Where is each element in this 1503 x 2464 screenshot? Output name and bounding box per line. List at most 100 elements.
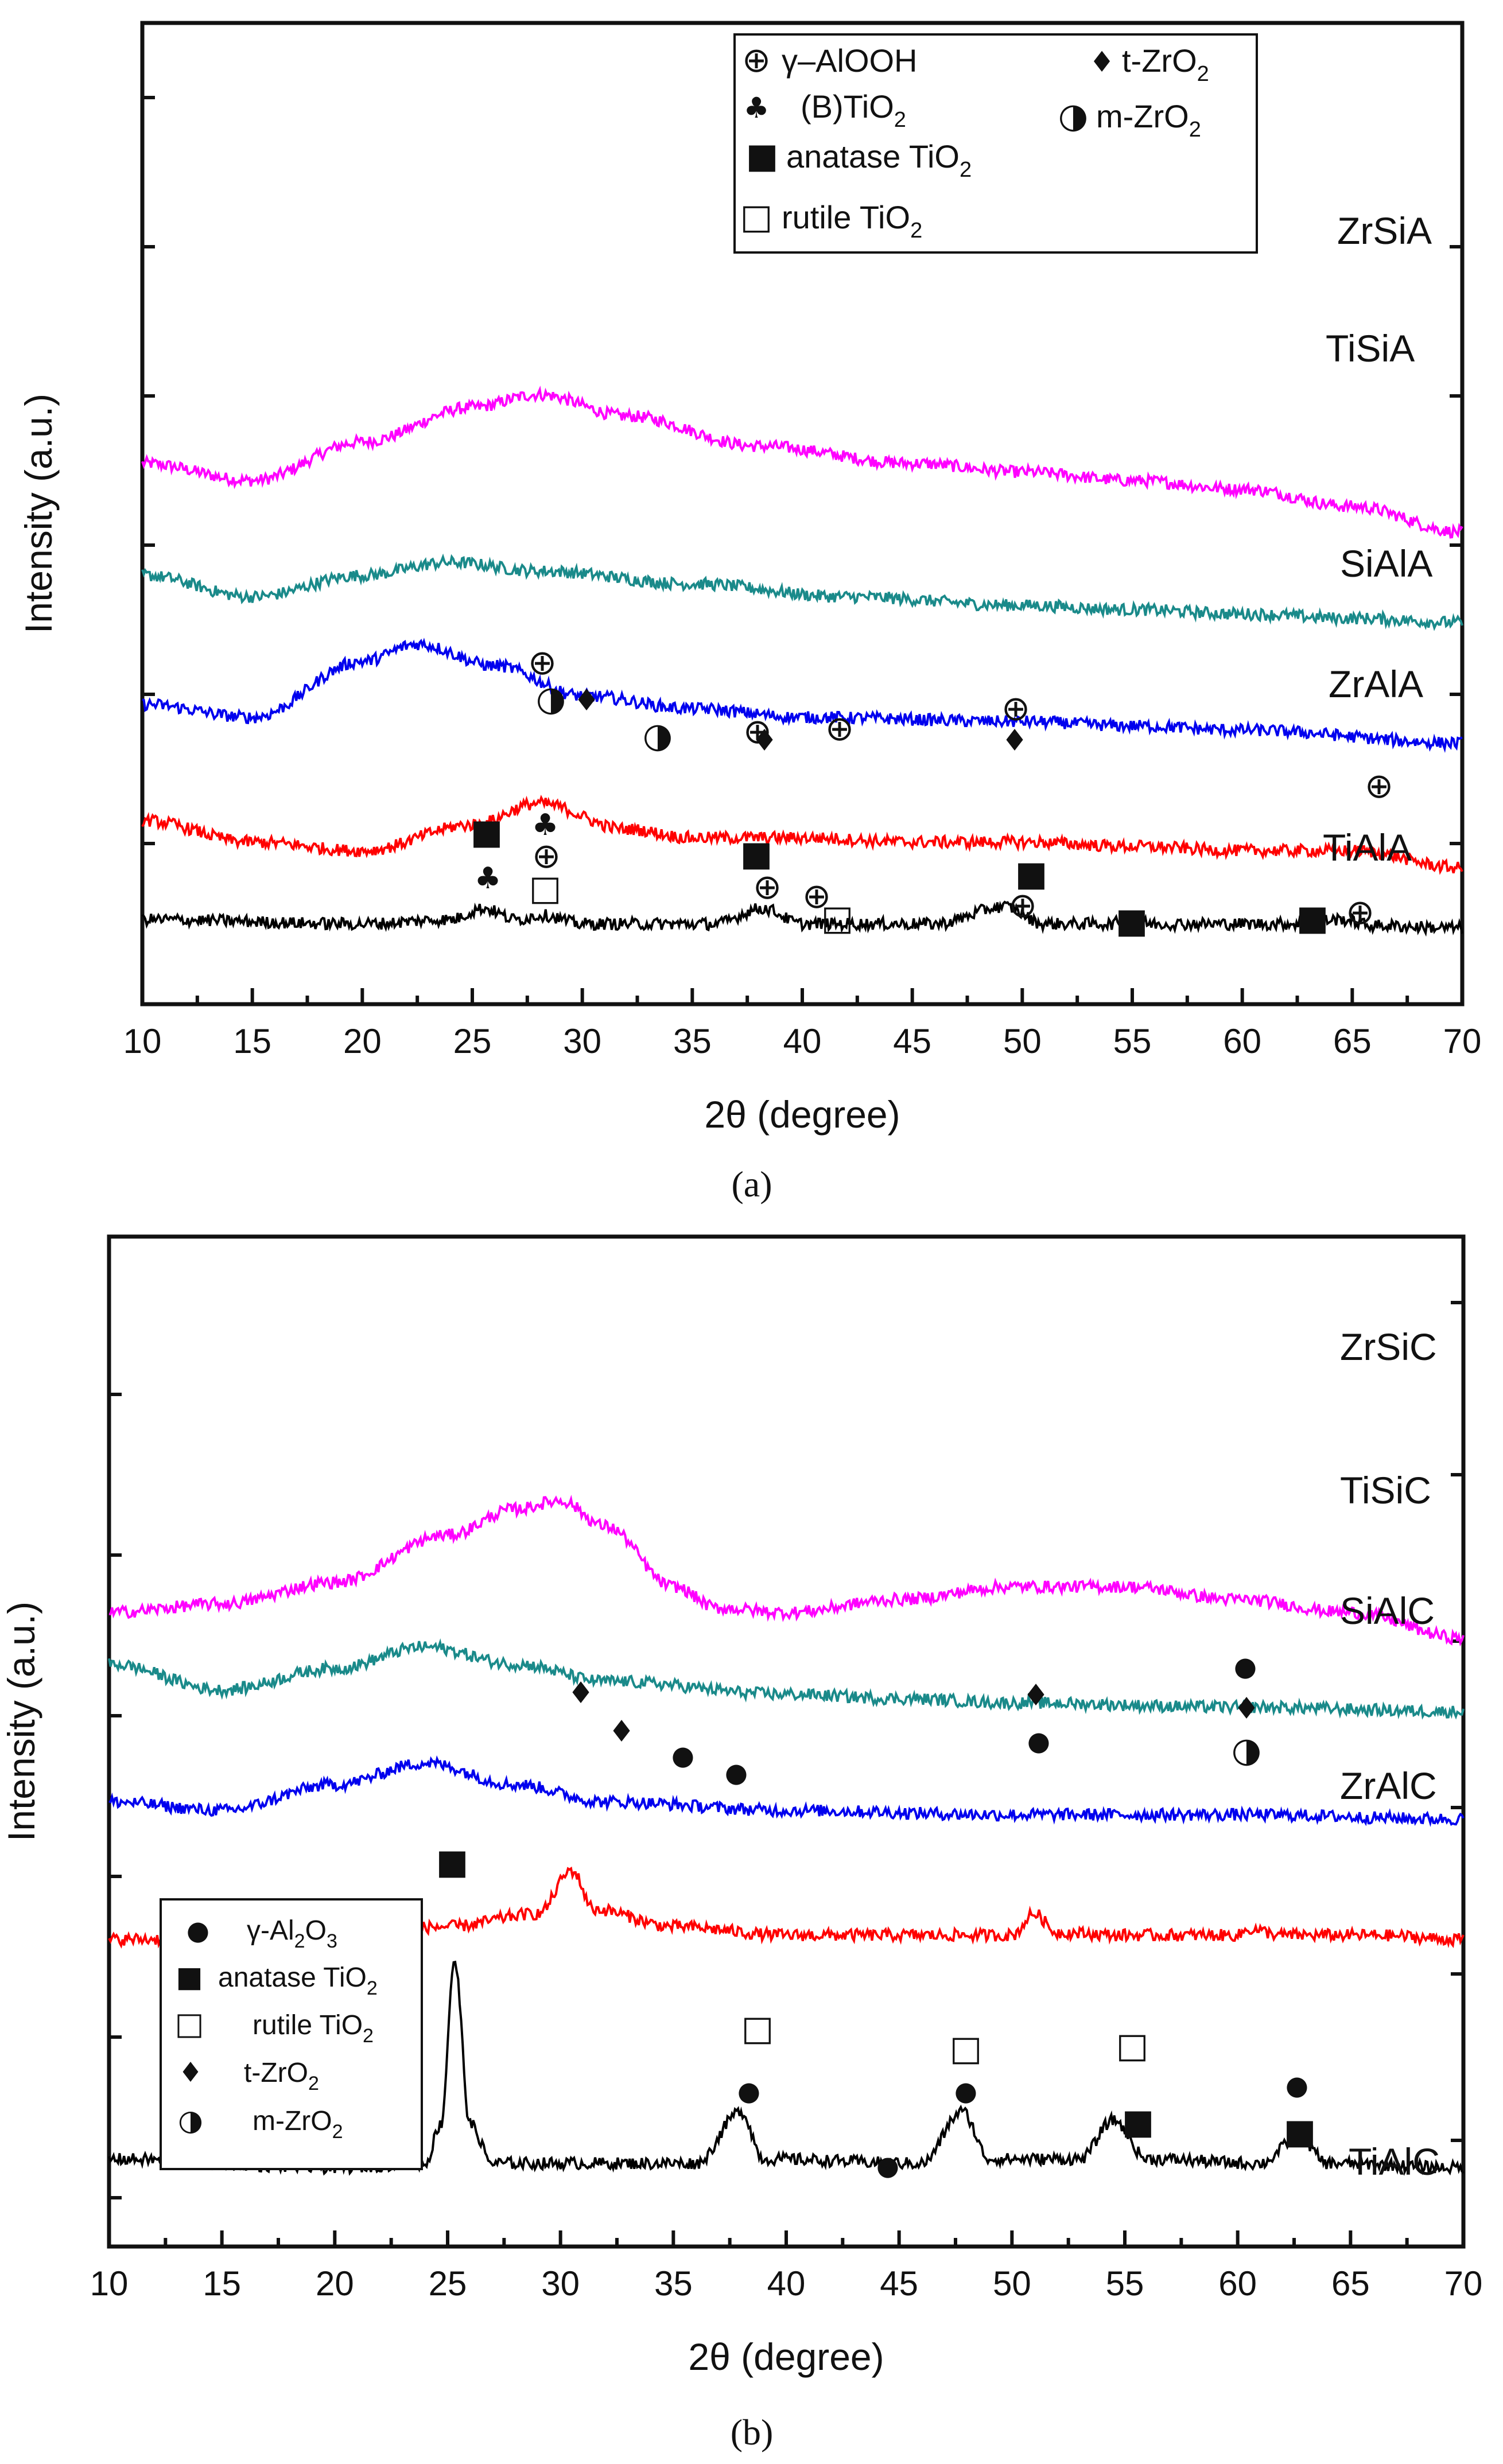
x-tick-label: 35 xyxy=(673,1022,712,1060)
marker-anatase: ■ xyxy=(1296,898,1329,938)
legend-symbol-t-zro2: ♦ xyxy=(1089,45,1115,79)
x-tick-label: 60 xyxy=(1223,1022,1261,1060)
series-label-tisia: TiSiA xyxy=(1326,327,1415,370)
legend-label-gamma-al2o3: γ-Al2O3 xyxy=(247,1915,337,1952)
x-tick-label: 60 xyxy=(1218,2264,1257,2303)
marker-t-zro2: ♦ xyxy=(568,1676,595,1711)
marker-m-zro2: ◑ xyxy=(643,716,673,756)
x-tick-label: 45 xyxy=(893,1022,931,1060)
panel-label-a: (a) xyxy=(731,1164,772,1204)
legend-label-anatase-b: anatase TiO2 xyxy=(218,1962,378,1999)
x-tick-label: 70 xyxy=(1443,1022,1482,1060)
marker-al2o3: ● xyxy=(954,2076,977,2107)
marker-rutile: □ xyxy=(821,898,854,938)
series-line-tialc xyxy=(108,1960,1465,2177)
marker-al2o3: ● xyxy=(671,1740,694,1771)
marker-alooh: ⊕ xyxy=(1346,892,1374,932)
series-label-tialc: TiAlC xyxy=(1349,2140,1440,2183)
legend-label-m-zro2-b: m-ZrO2 xyxy=(253,2106,343,2143)
marker-al2o3: ● xyxy=(737,2076,760,2107)
legend-symbol-t-zro2-b: ♦ xyxy=(178,2057,203,2089)
x-tick-label: 20 xyxy=(316,2264,354,2303)
x-axis-label-a: 2θ (degree) xyxy=(704,1093,900,1136)
marker-t-zro2: ♦ xyxy=(608,1715,635,1749)
x-tick-label: 25 xyxy=(429,2264,467,2303)
marker-rutile: □ xyxy=(529,868,562,908)
series-label-sialA: SiAlA xyxy=(1340,542,1432,585)
marker-m-zro2: ◑ xyxy=(536,679,566,719)
series-label-tiala: TiAlA xyxy=(1323,826,1412,869)
x-tick-label: 40 xyxy=(783,1022,822,1060)
legend-b: ● γ-Al2O3 ■ anatase TiO2 □ rutile TiO2 ♦… xyxy=(160,1898,423,2170)
marker-rutile: □ xyxy=(1116,2026,1149,2066)
peak-markers-a: ⊕ ◑ ♦ ◑ ⊕ ♦ ⊕ ⊕ ♦ ⊕ ■ ♣ ♣ ⊕ □ ■ ⊕ ⊕ □ ■ … xyxy=(471,643,1393,941)
marker-rutile: □ xyxy=(741,2008,774,2049)
x-tick-label: 65 xyxy=(1331,2264,1370,2303)
series-line-zrala xyxy=(141,794,1463,875)
series-label-zrsia: ZrSiA xyxy=(1337,209,1432,252)
x-tick-label: 45 xyxy=(880,2264,918,2303)
x-tick-label: 40 xyxy=(767,2264,806,2303)
series-line-tisic xyxy=(108,1638,1465,1720)
marker-al2o3: ● xyxy=(876,2150,899,2181)
x-tick-label: 15 xyxy=(233,1022,271,1060)
panel-label-b: (b) xyxy=(731,2412,774,2453)
marker-anatase: ■ xyxy=(471,812,503,852)
marker-b-tio2: ♣ xyxy=(475,861,502,896)
panel-b: 10 15 20 25 30 35 40 45 50 55 60 65 70 Intensity (a.… xyxy=(0,1234,1482,2453)
series-line-tisia xyxy=(141,553,1463,631)
x-tick-label: 55 xyxy=(1113,1022,1152,1060)
legend-label-rutile: rutile TiO2 xyxy=(782,199,922,243)
y-axis-label-a: Intensity (a.u.) xyxy=(17,394,60,634)
x-tick-label: 55 xyxy=(1106,2264,1144,2303)
marker-anatase: ■ xyxy=(1116,901,1148,941)
marker-t-zro2: ♦ xyxy=(1001,724,1028,758)
series-line-siala xyxy=(142,638,1463,753)
marker-alooh: ⊕ xyxy=(753,867,782,907)
x-tick-label: 10 xyxy=(90,2264,129,2303)
legend-label-t-zro2: t-ZrO2 xyxy=(1122,42,1209,86)
marker-anatase: ■ xyxy=(436,1842,469,1882)
marker-anatase: ■ xyxy=(1284,2112,1316,2152)
series-label-tisic: TiSiC xyxy=(1340,1469,1431,1511)
marker-t-zro2: ♦ xyxy=(751,724,778,758)
legend-symbol-m-zro2-b: ◑ xyxy=(178,2104,203,2137)
marker-al2o3: ● xyxy=(725,1757,748,1788)
marker-b-tio2: ♣ xyxy=(532,808,559,842)
x-tick-label: 15 xyxy=(203,2264,241,2303)
series-line-zrsia xyxy=(141,386,1463,539)
x-tick-label: 20 xyxy=(343,1022,382,1060)
x-tick-label: 25 xyxy=(453,1022,492,1060)
series-line-tiala xyxy=(141,900,1463,937)
x-tick-label: 30 xyxy=(541,2264,580,2303)
marker-alooh: ⊕ xyxy=(743,712,772,752)
marker-rutile: □ xyxy=(950,2028,982,2069)
series-line-zrsic xyxy=(108,1494,1465,1647)
marker-m-zro2: ◑ xyxy=(1232,1730,1261,1770)
series-group-a xyxy=(141,386,1463,937)
legend-label-b-tio2: (B)TiO2 xyxy=(801,88,906,132)
legend-symbol-gamma-alooh: ⊕ xyxy=(742,40,771,80)
marker-anatase: ■ xyxy=(740,834,773,874)
marker-alooh: ⊕ xyxy=(1008,885,1037,926)
x-tick-label: 10 xyxy=(123,1022,162,1060)
x-tick-label: 30 xyxy=(563,1022,601,1060)
series-label-sialc: SiAlC xyxy=(1340,1589,1435,1632)
legend-symbol-b-tio2: ♣ xyxy=(744,91,770,125)
legend-label-anatase: anatase TiO2 xyxy=(786,138,972,182)
marker-anatase: ■ xyxy=(1015,854,1048,894)
legend-label-t-zro2-b: t-ZrO2 xyxy=(244,2058,319,2094)
x-tick-label: 35 xyxy=(654,2264,693,2303)
legend-symbol-m-zro2: ◑ xyxy=(1058,96,1088,136)
panel-a: 10 15 20 25 30 35 40 45 50 55 60 65 70 Intensity (a.… xyxy=(17,21,1482,1204)
marker-alooh: ⊕ xyxy=(532,836,561,876)
x-axis-label-b: 2θ (degree) xyxy=(688,2335,884,2378)
marker-t-zro2: ♦ xyxy=(573,683,600,718)
marker-alooh: ⊕ xyxy=(1001,689,1030,729)
x-tick-label: 65 xyxy=(1333,1022,1372,1060)
peak-markers-b: ♦ ♦ ● ● ♦ ● ● ♦ ◑ ■ □ ● ● □ ● □ ■ ● ■ xyxy=(436,1651,1316,2181)
marker-alooh: ⊕ xyxy=(1365,766,1393,806)
marker-t-zro2: ♦ xyxy=(1023,1678,1050,1713)
legend-symbol-gamma-al2o3: ● xyxy=(187,1915,209,1946)
